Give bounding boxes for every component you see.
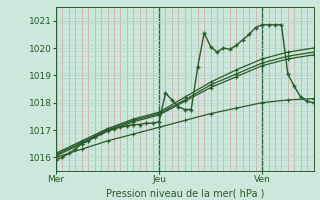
X-axis label: Pression niveau de la mer( hPa ): Pression niveau de la mer( hPa ) xyxy=(106,188,264,198)
